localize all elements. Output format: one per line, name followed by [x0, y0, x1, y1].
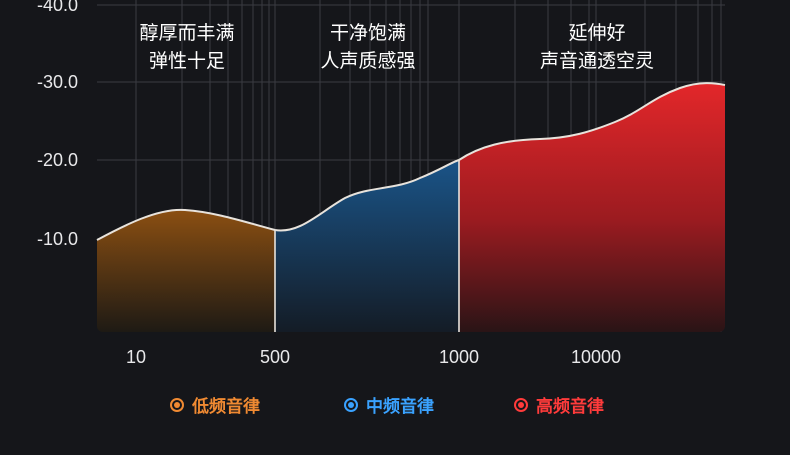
legend: 低频音律 中频音律 高频音律 [0, 392, 790, 422]
mid-band-area [275, 160, 459, 332]
low-band-area [97, 209, 275, 332]
high-band-annotation-line1: 延伸好 [568, 22, 625, 44]
y-tick-label: -30.0 [37, 72, 78, 92]
legend-label-high: 高频音律 [536, 397, 604, 417]
radio-dot-icon [170, 397, 184, 412]
high-band-area [459, 83, 725, 332]
x-tick-label: 1000 [439, 347, 479, 367]
y-tick-label: -40.0 [37, 0, 78, 15]
legend-item-low: 低频音律 [170, 392, 260, 417]
mid-band-annotation-line1: 干净饱满 [330, 22, 406, 44]
legend-item-mid: 中频音律 [344, 392, 434, 417]
x-tick-label: 10000 [571, 347, 621, 367]
x-tick-label: 500 [260, 347, 290, 367]
response-curve [96, 82, 726, 241]
legend-label-mid: 中频音律 [366, 397, 434, 417]
legend-item-high: 高频音律 [514, 392, 604, 417]
radio-dot-icon [514, 397, 528, 412]
mid-band-annotation-line2: 人声质感强 [320, 50, 415, 72]
x-tick-label: 10 [126, 347, 146, 367]
y-tick-label: -10.0 [37, 229, 78, 249]
low-band-annotation-line2: 弹性十足 [149, 50, 225, 72]
legend-label-low: 低频音律 [192, 397, 260, 417]
high-band-annotation-line2: 声音通透空灵 [540, 50, 654, 72]
low-band-annotation-line1: 醇厚而丰满 [139, 22, 234, 44]
y-tick-label: -20.0 [37, 150, 78, 170]
radio-dot-icon [344, 397, 358, 412]
